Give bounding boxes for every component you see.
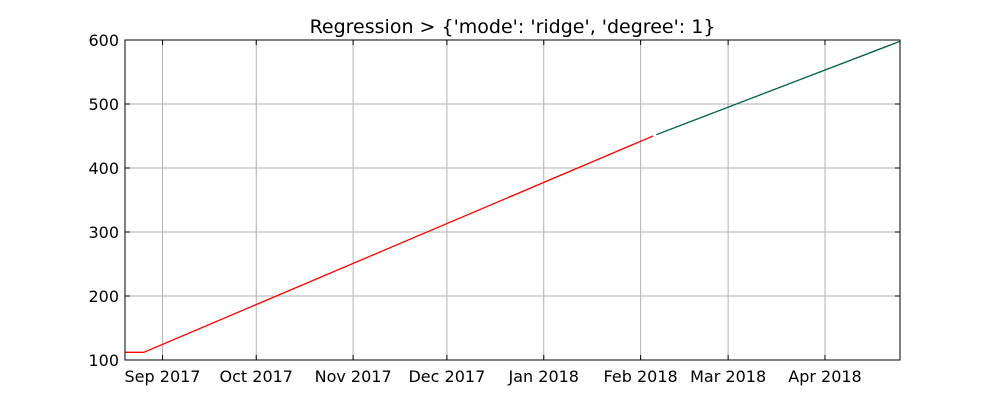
x-tick-label: Apr 2018 [788, 367, 861, 386]
series-lines [125, 40, 901, 353]
grid-lines [125, 39, 900, 361]
y-tick-label: 300 [88, 223, 119, 242]
axis-ticks [125, 39, 900, 361]
x-tick-label: Mar 2018 [690, 367, 766, 386]
plot-area-frame [124, 39, 901, 361]
y-tick-label: 500 [88, 95, 119, 114]
y-tick-label: 400 [88, 159, 119, 178]
y-axis-tick-labels: 100 200 300 400 500 600 [88, 31, 119, 370]
x-tick-label: Oct 2017 [220, 367, 293, 386]
x-tick-label: Feb 2018 [604, 367, 678, 386]
chart-title: Regression > {'mode': 'ridge', 'degree':… [310, 16, 716, 38]
series-line-1 [125, 135, 654, 353]
series-line-2 [656, 40, 901, 136]
x-tick-label: Nov 2017 [315, 367, 392, 386]
y-tick-label: 100 [88, 351, 119, 370]
y-tick-label: 200 [88, 287, 119, 306]
x-tick-label: Jan 2018 [508, 367, 579, 386]
y-tick-label: 600 [88, 31, 119, 50]
x-tick-label: Sep 2017 [125, 367, 201, 386]
x-axis-tick-labels: Sep 2017 Oct 2017 Nov 2017 Dec 2017 Jan 2018… [125, 367, 862, 386]
x-tick-label: Dec 2017 [408, 367, 485, 386]
